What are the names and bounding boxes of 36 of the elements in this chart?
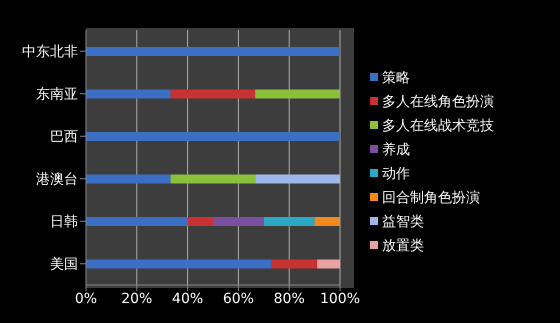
bar [170,90,256,98]
x-tick-label: 60% [222,290,254,307]
bar [264,217,315,226]
x-tick-label: 20% [121,290,152,307]
y-tick-label: 日韩 [50,214,78,230]
legend-label: 策略 [382,70,410,86]
bar [271,260,318,268]
x-tick-label: 0% [74,290,98,307]
bar [255,174,340,184]
legend-label: 多人在线角色扮演 [382,94,494,110]
legend-label: 益智类 [382,214,424,230]
bar [213,217,264,226]
y-tick-label: 美国 [50,256,78,273]
x-tick-label: 80% [274,290,305,307]
bar [86,217,188,226]
y-tick-label: 巴西 [50,129,78,146]
x-tick-label: 100% [320,290,360,307]
y-tick-label: 港澳台 [36,172,78,188]
bar [86,90,171,98]
bar [314,217,340,226]
legend-label: 动作 [382,166,410,182]
bar [86,260,272,268]
legend-label: 多人在线战术竞技 [382,118,494,134]
bar [255,90,340,98]
bar [170,174,256,184]
y-tick-label: 中东北非 [22,44,78,60]
bar [188,217,213,226]
bar [86,132,340,141]
legend-label: 回合制角色扮演 [382,190,480,206]
y-tick-label: 东南亚 [36,86,78,103]
legend-label: 养成 [382,142,410,158]
bar [86,174,171,184]
bar [317,260,340,268]
legend-label: 放置类 [382,238,424,254]
x-tick-label: 40% [172,290,204,307]
bar [86,47,340,56]
